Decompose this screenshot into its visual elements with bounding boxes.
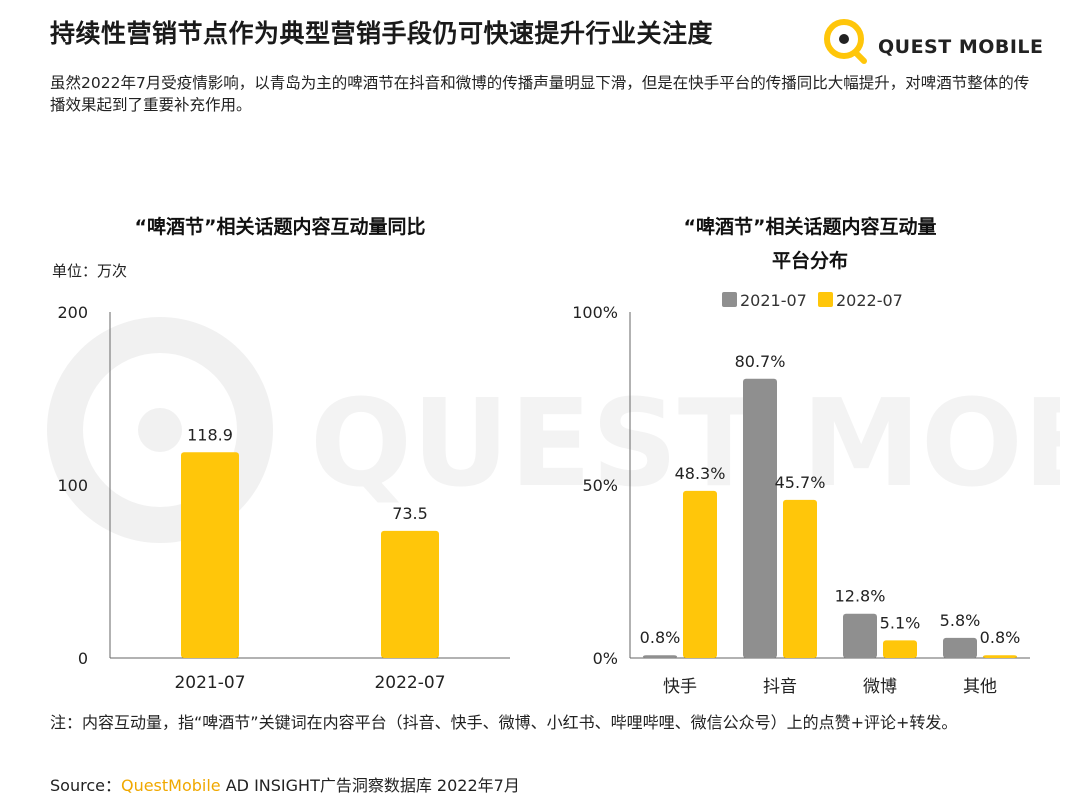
right-x-tick-label: 抖音	[763, 677, 797, 697]
right-bar-value-label: 0.8%	[640, 628, 681, 647]
right-bar	[643, 655, 677, 658]
left-bar-value-label: 118.9	[187, 425, 233, 444]
right-bar	[883, 640, 917, 658]
right-x-tick-label: 其他	[963, 677, 997, 697]
right-bar	[743, 378, 777, 658]
watermark: QUEST MOBILE	[47, 317, 1060, 543]
right-bar	[983, 655, 1017, 658]
left-chart-title: “啤酒节”相关话题内容互动量同比	[134, 216, 426, 238]
legend-swatch	[818, 292, 833, 307]
right-bar-value-label: 45.7%	[775, 473, 826, 492]
right-y-tick-label: 50%	[582, 476, 618, 495]
legend-label: 2022-07	[836, 291, 903, 310]
left-y-tick-label: 100	[57, 476, 88, 495]
questmobile-logo: QUEST MOBILE	[818, 14, 1058, 66]
source-line: Source：QuestMobile AD INSIGHT广告洞察数据库 202…	[50, 772, 520, 796]
right-bar	[943, 637, 977, 658]
left-bar-chart: 0 100 200 118.9 2021-07 73.5 2022-07	[57, 303, 510, 693]
logo-text: QUEST MOBILE	[878, 36, 1044, 58]
right-bar-value-label: 48.3%	[675, 464, 726, 483]
watermark-text: QUEST MOBILE	[310, 375, 1060, 514]
left-bar	[381, 530, 439, 658]
footnote: 注：内容互动量，指“啤酒节”关键词在内容平台（抖音、快手、微博、小红书、哔哩哔哩…	[50, 713, 958, 732]
source-rest: AD INSIGHT广告洞察数据库 2022年7月	[220, 776, 520, 795]
logo-mark-icon	[824, 19, 867, 64]
right-bar	[683, 490, 717, 658]
left-x-tick-label: 2021-07	[174, 673, 245, 693]
left-y-tick-label: 0	[78, 649, 88, 668]
left-bar	[181, 452, 239, 658]
right-bar-value-label: 80.7%	[735, 352, 786, 371]
right-chart-title-line2: 平台分布	[771, 250, 848, 272]
right-bar	[843, 613, 877, 658]
left-x-tick-label: 2022-07	[374, 673, 445, 693]
left-bar-value-label: 73.5	[392, 504, 428, 523]
legend-label: 2021-07	[740, 291, 807, 310]
right-bar-value-label: 0.8%	[980, 628, 1021, 647]
right-chart-title-line1: “啤酒节”相关话题内容互动量	[683, 216, 937, 238]
right-bar-value-label: 5.1%	[880, 613, 921, 632]
right-bar-value-label: 5.8%	[940, 611, 981, 630]
left-y-tick-label: 200	[57, 303, 88, 322]
right-x-tick-label: 快手	[663, 677, 697, 697]
source-brand: QuestMobile	[120, 776, 221, 795]
right-y-tick-label: 0%	[593, 649, 618, 668]
right-bar-chart: 0% 50% 100% 2021-07 2022-07 0.8% 48.3% 快手 80.7% 4…	[572, 291, 1030, 697]
right-x-tick-label: 微博	[863, 677, 897, 697]
source-prefix: Source：	[50, 776, 121, 795]
right-bar	[783, 499, 817, 658]
intro-text: 虽然2022年7月受疫情影响，以青岛为主的啤酒节在抖音和微博的传播声量明显下滑，…	[50, 74, 1030, 114]
page-title: 持续性营销节点作为典型营销手段仍可快速提升行业关注度	[50, 19, 714, 48]
left-chart-unit: 单位：万次	[52, 262, 128, 280]
right-y-tick-label: 100%	[572, 303, 618, 322]
legend-swatch	[722, 292, 737, 307]
right-bar-value-label: 12.8%	[835, 587, 886, 606]
